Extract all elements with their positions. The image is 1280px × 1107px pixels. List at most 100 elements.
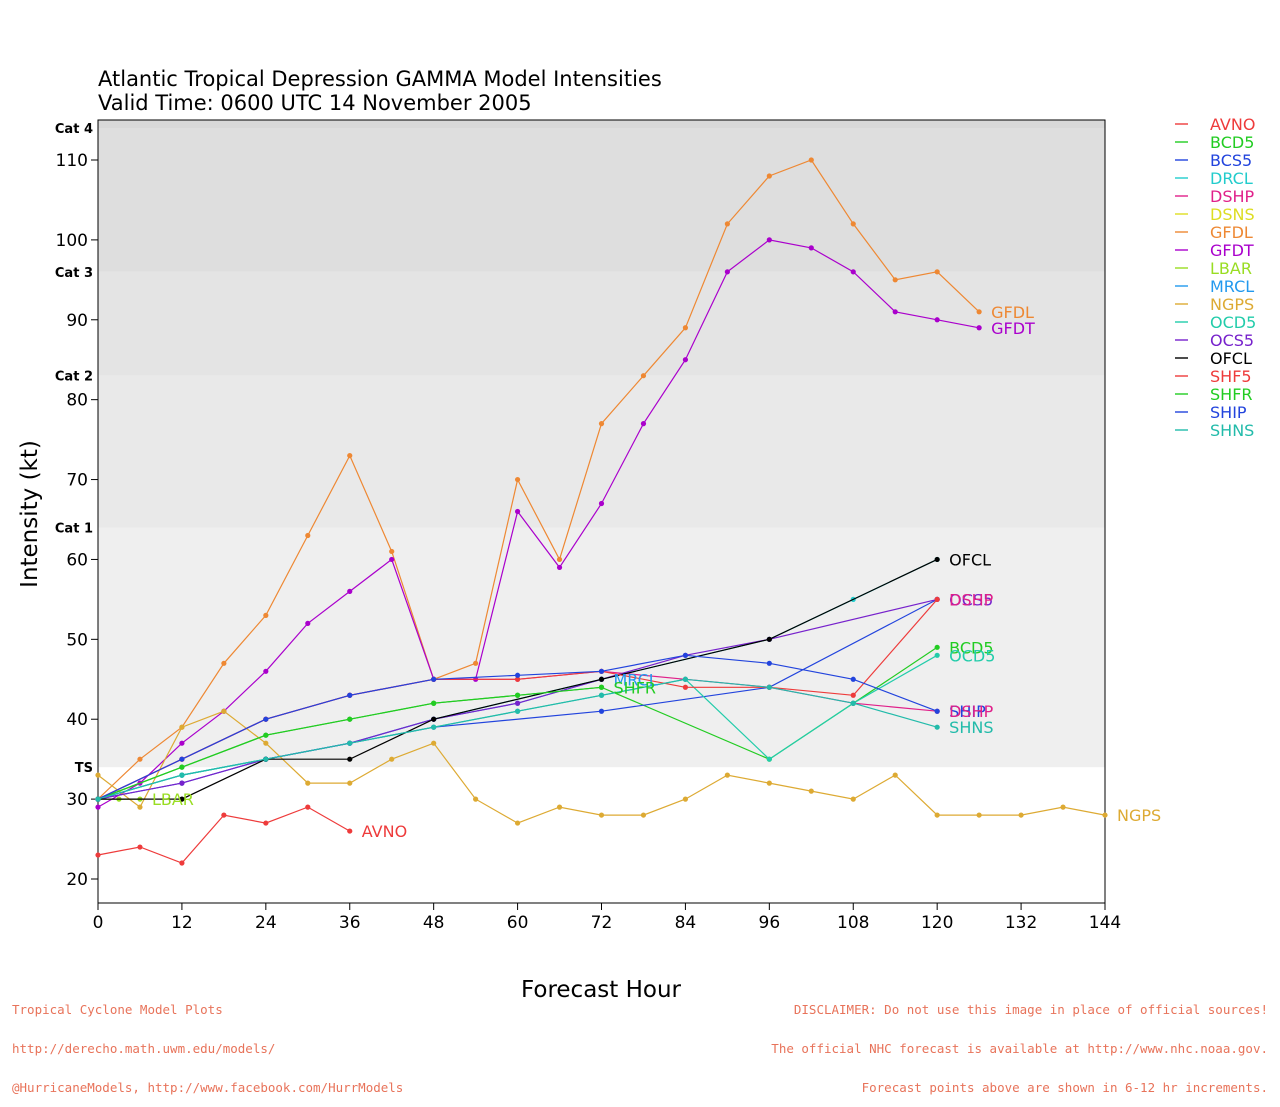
series-line [97,239,980,808]
series-end-label: OCD5 [949,646,995,665]
data-point [473,796,479,802]
data-point [1102,812,1108,818]
data-point [850,676,856,682]
series-end-label: OCS5 [949,590,993,609]
data-point [934,724,940,730]
data-point [305,780,311,786]
data-point [682,652,689,658]
data-point [347,756,353,762]
legend-entry: DRCL [1210,169,1253,188]
y-tick-label: 70 [66,471,88,491]
footer-credit-url: http://derecho.math.uwm.edu/models/ [12,1041,276,1056]
x-tick-label: 120 [921,913,953,933]
series-line [97,598,938,800]
y-tick-label: 20 [66,870,88,890]
data-point [682,676,689,682]
data-point [95,852,101,858]
data-point [724,772,730,778]
data-point [431,740,437,746]
data-point [179,772,185,778]
legend-entry: OCS5 [1210,331,1254,350]
series-end-label: GFDT [991,319,1035,338]
data-point [514,672,521,678]
data-point [263,740,269,746]
data-point [179,796,185,802]
series-end-label: AVNO [362,822,407,841]
x-axis-ticks: 0 12 24 36 48 60 72 84 96 108 120 132 144 [93,903,1121,933]
data-point [514,820,521,826]
category-label: Cat 2 [55,370,93,385]
data-point [850,796,856,802]
data-point [389,556,395,563]
footer-credits: Tropical Cyclone Model Plots http://dere… [12,977,403,1107]
series-end-label: DSHP [949,702,994,721]
chart-title: Atlantic Tropical Depression GAMMA Model… [98,67,662,91]
data-point [682,796,689,802]
y-axis-ticks: 20 30 40 50 60 70 80 90 100 110 [56,151,98,890]
footer-disclaimer: DISCLAIMER: Do not use this image in pla… [771,977,1268,1107]
disclaimer-line: DISCLAIMER: Do not use this image in pla… [793,1002,1268,1017]
data-point [640,373,647,379]
data-point [347,828,353,834]
series-end-label: NGPS [1117,806,1161,825]
data-point [724,269,730,275]
data-point [976,325,982,331]
data-point [934,708,940,714]
data-point [934,317,940,323]
data-point [347,692,353,698]
data-point [766,780,772,786]
data-point [934,812,940,818]
disclaimer-line: Forecast points above are shown in 6-12 … [861,1080,1268,1095]
footer-credit-social: @HurricaneModels, http://www.facebook.co… [12,1080,404,1095]
legend-entry: GFDL [1210,223,1253,242]
data-point [934,644,940,650]
data-point [431,676,437,682]
data-point [431,724,437,730]
x-tick-label: 96 [759,913,781,933]
x-tick-label: 36 [339,913,361,933]
data-point [179,724,185,730]
data-point [598,421,605,427]
data-point [305,532,311,539]
legend-entry: SHF5 [1210,367,1252,386]
series-end-label: DSHP [949,590,994,609]
series-ngps [95,708,1108,826]
x-tick-label: 84 [675,913,697,933]
data-point [305,804,311,810]
data-point [137,756,143,762]
x-axis-label: Forecast Hour [521,977,682,1003]
y-tick-label: 90 [66,311,88,331]
data-point [598,708,605,714]
data-point [598,692,605,698]
data-point [850,692,856,698]
data-point [934,652,940,658]
legend-entry: OFCL [1210,349,1252,368]
data-point [431,700,437,706]
legend: AVNOBCD5BCS5DRCLDSHPDSNSGFDLGFDTLBARMRCL… [1175,115,1256,440]
legend-entry: MRCL [1210,277,1254,296]
data-point [598,676,605,682]
data-point [976,812,982,818]
data-point [682,325,689,331]
data-point [514,676,521,682]
intensity-band [98,120,1105,129]
series-end-label: OFCL [949,550,991,569]
data-point [850,700,856,706]
data-point [263,716,269,722]
x-tick-label: 132 [1005,913,1037,933]
series-avno [95,804,353,866]
data-point [389,756,395,762]
data-point [598,684,605,690]
legend-entry: OCD5 [1210,313,1256,332]
intensity-chart: TS Cat 1 Cat 2 Cat 3 Cat 4 0 12 24 36 48 60 72 84 96… [17,67,1256,1003]
data-point [934,556,940,563]
data-point [892,772,898,778]
data-point [934,596,940,602]
data-point [808,157,814,163]
data-point [724,221,730,227]
data-point [850,269,856,275]
legend-entry: SHNS [1210,421,1254,440]
data-point [221,708,227,714]
legend-entry: NGPS [1210,295,1254,314]
x-tick-label: 12 [171,913,193,933]
